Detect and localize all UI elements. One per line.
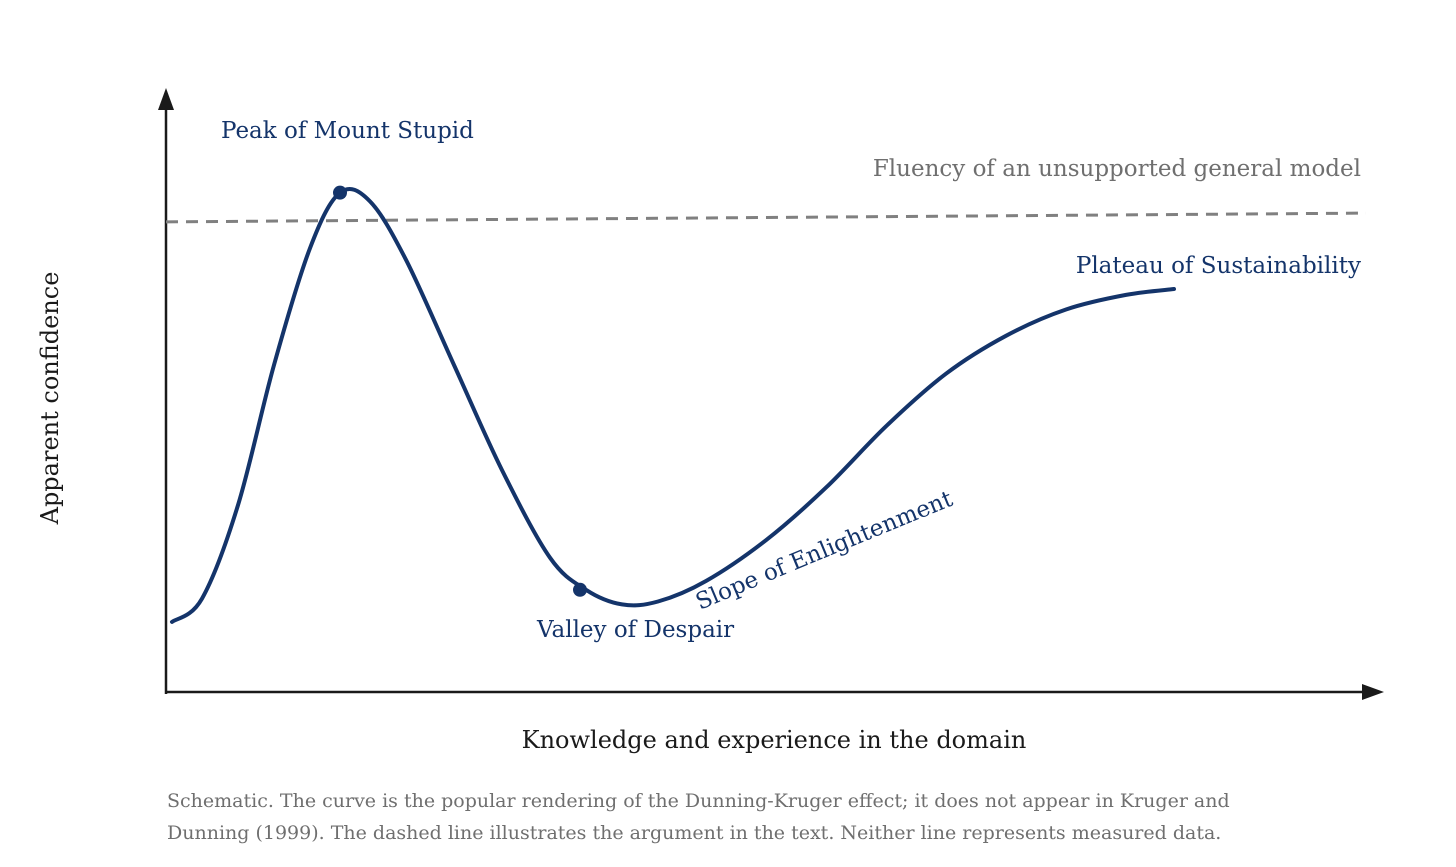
x-axis-label: Knowledge and experience in the domain: [522, 726, 1027, 754]
annotation-fluency: Fluency of an unsupported general model: [873, 156, 1361, 182]
annotation-peak: Peak of Mount Stupid: [221, 118, 474, 144]
annotation-valley: Valley of Despair: [536, 617, 734, 643]
valley-marker: [573, 582, 587, 597]
caption-line-1: Schematic. The curve is the popular rend…: [167, 790, 1230, 812]
x-axis-arrow: [1362, 684, 1384, 700]
peak-marker: [333, 185, 347, 200]
figure-caption: Schematic. The curve is the popular rend…: [167, 785, 1377, 849]
caption-line-2: Dunning (1999). The dashed line illustra…: [167, 822, 1222, 844]
annotation-slope: Slope of Enlightenment: [692, 486, 957, 616]
axes: [158, 88, 1384, 700]
y-axis-arrow: [158, 88, 174, 110]
y-axis-label: Apparent confidence: [36, 272, 64, 526]
dashed-reference-line: [165, 211, 1367, 224]
annotation-plateau: Plateau of Sustainability: [1076, 253, 1361, 279]
confidence-curve: [170, 187, 1176, 624]
